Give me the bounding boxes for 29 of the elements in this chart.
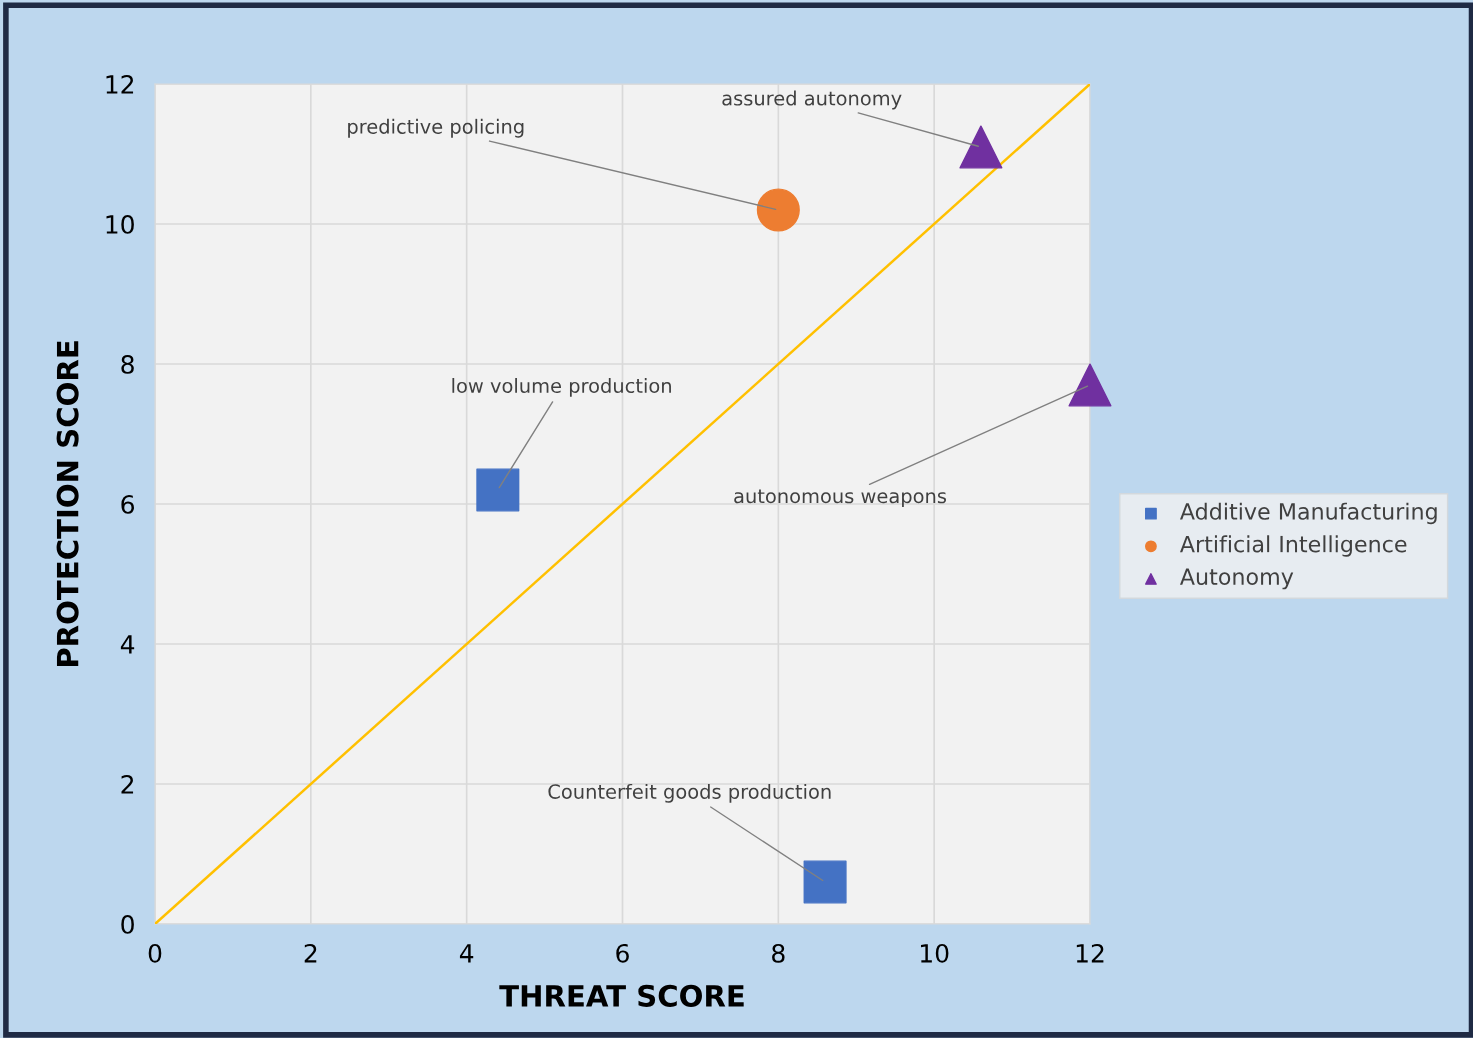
x-tick-label: 0 [148,943,162,963]
annotation: autonomous weapons [734,489,947,508]
y-tick-label: 6 [121,494,134,514]
x-tick-label: 6 [616,943,629,963]
point [756,188,800,232]
x-tick-label: 2 [304,943,317,963]
annotation: predictive policing [348,118,524,138]
point [476,468,520,512]
y-tick-label: 8 [121,354,134,374]
y-tick-label: 10 [106,214,134,234]
x-tick-label: 10 [921,943,949,963]
annotation: Counterfeit goods production [548,783,831,803]
y-axis-title: PROTECTION SCORE [56,341,79,667]
point [803,860,847,904]
point [1068,363,1112,407]
x-tick-label: 12 [1076,943,1104,963]
annotation: assured autonomy [722,90,902,110]
point [959,125,1003,169]
legend-label: Additive Manufacturing [1179,502,1437,525]
legend-label: Autonomy [1179,568,1294,590]
annotation: low volume production [452,378,671,397]
x-axis-title: THREAT SCORE [499,984,744,1007]
x-tick-label: 4 [459,944,474,963]
y-tick-label: 4 [120,635,135,654]
x-tick-label: 8 [772,943,785,963]
y-tick-label: 12 [106,74,134,94]
legend-label: Artificial Intelligence [1179,535,1407,557]
y-tick-label: 0 [121,914,134,934]
y-tick-label: 2 [121,774,134,794]
